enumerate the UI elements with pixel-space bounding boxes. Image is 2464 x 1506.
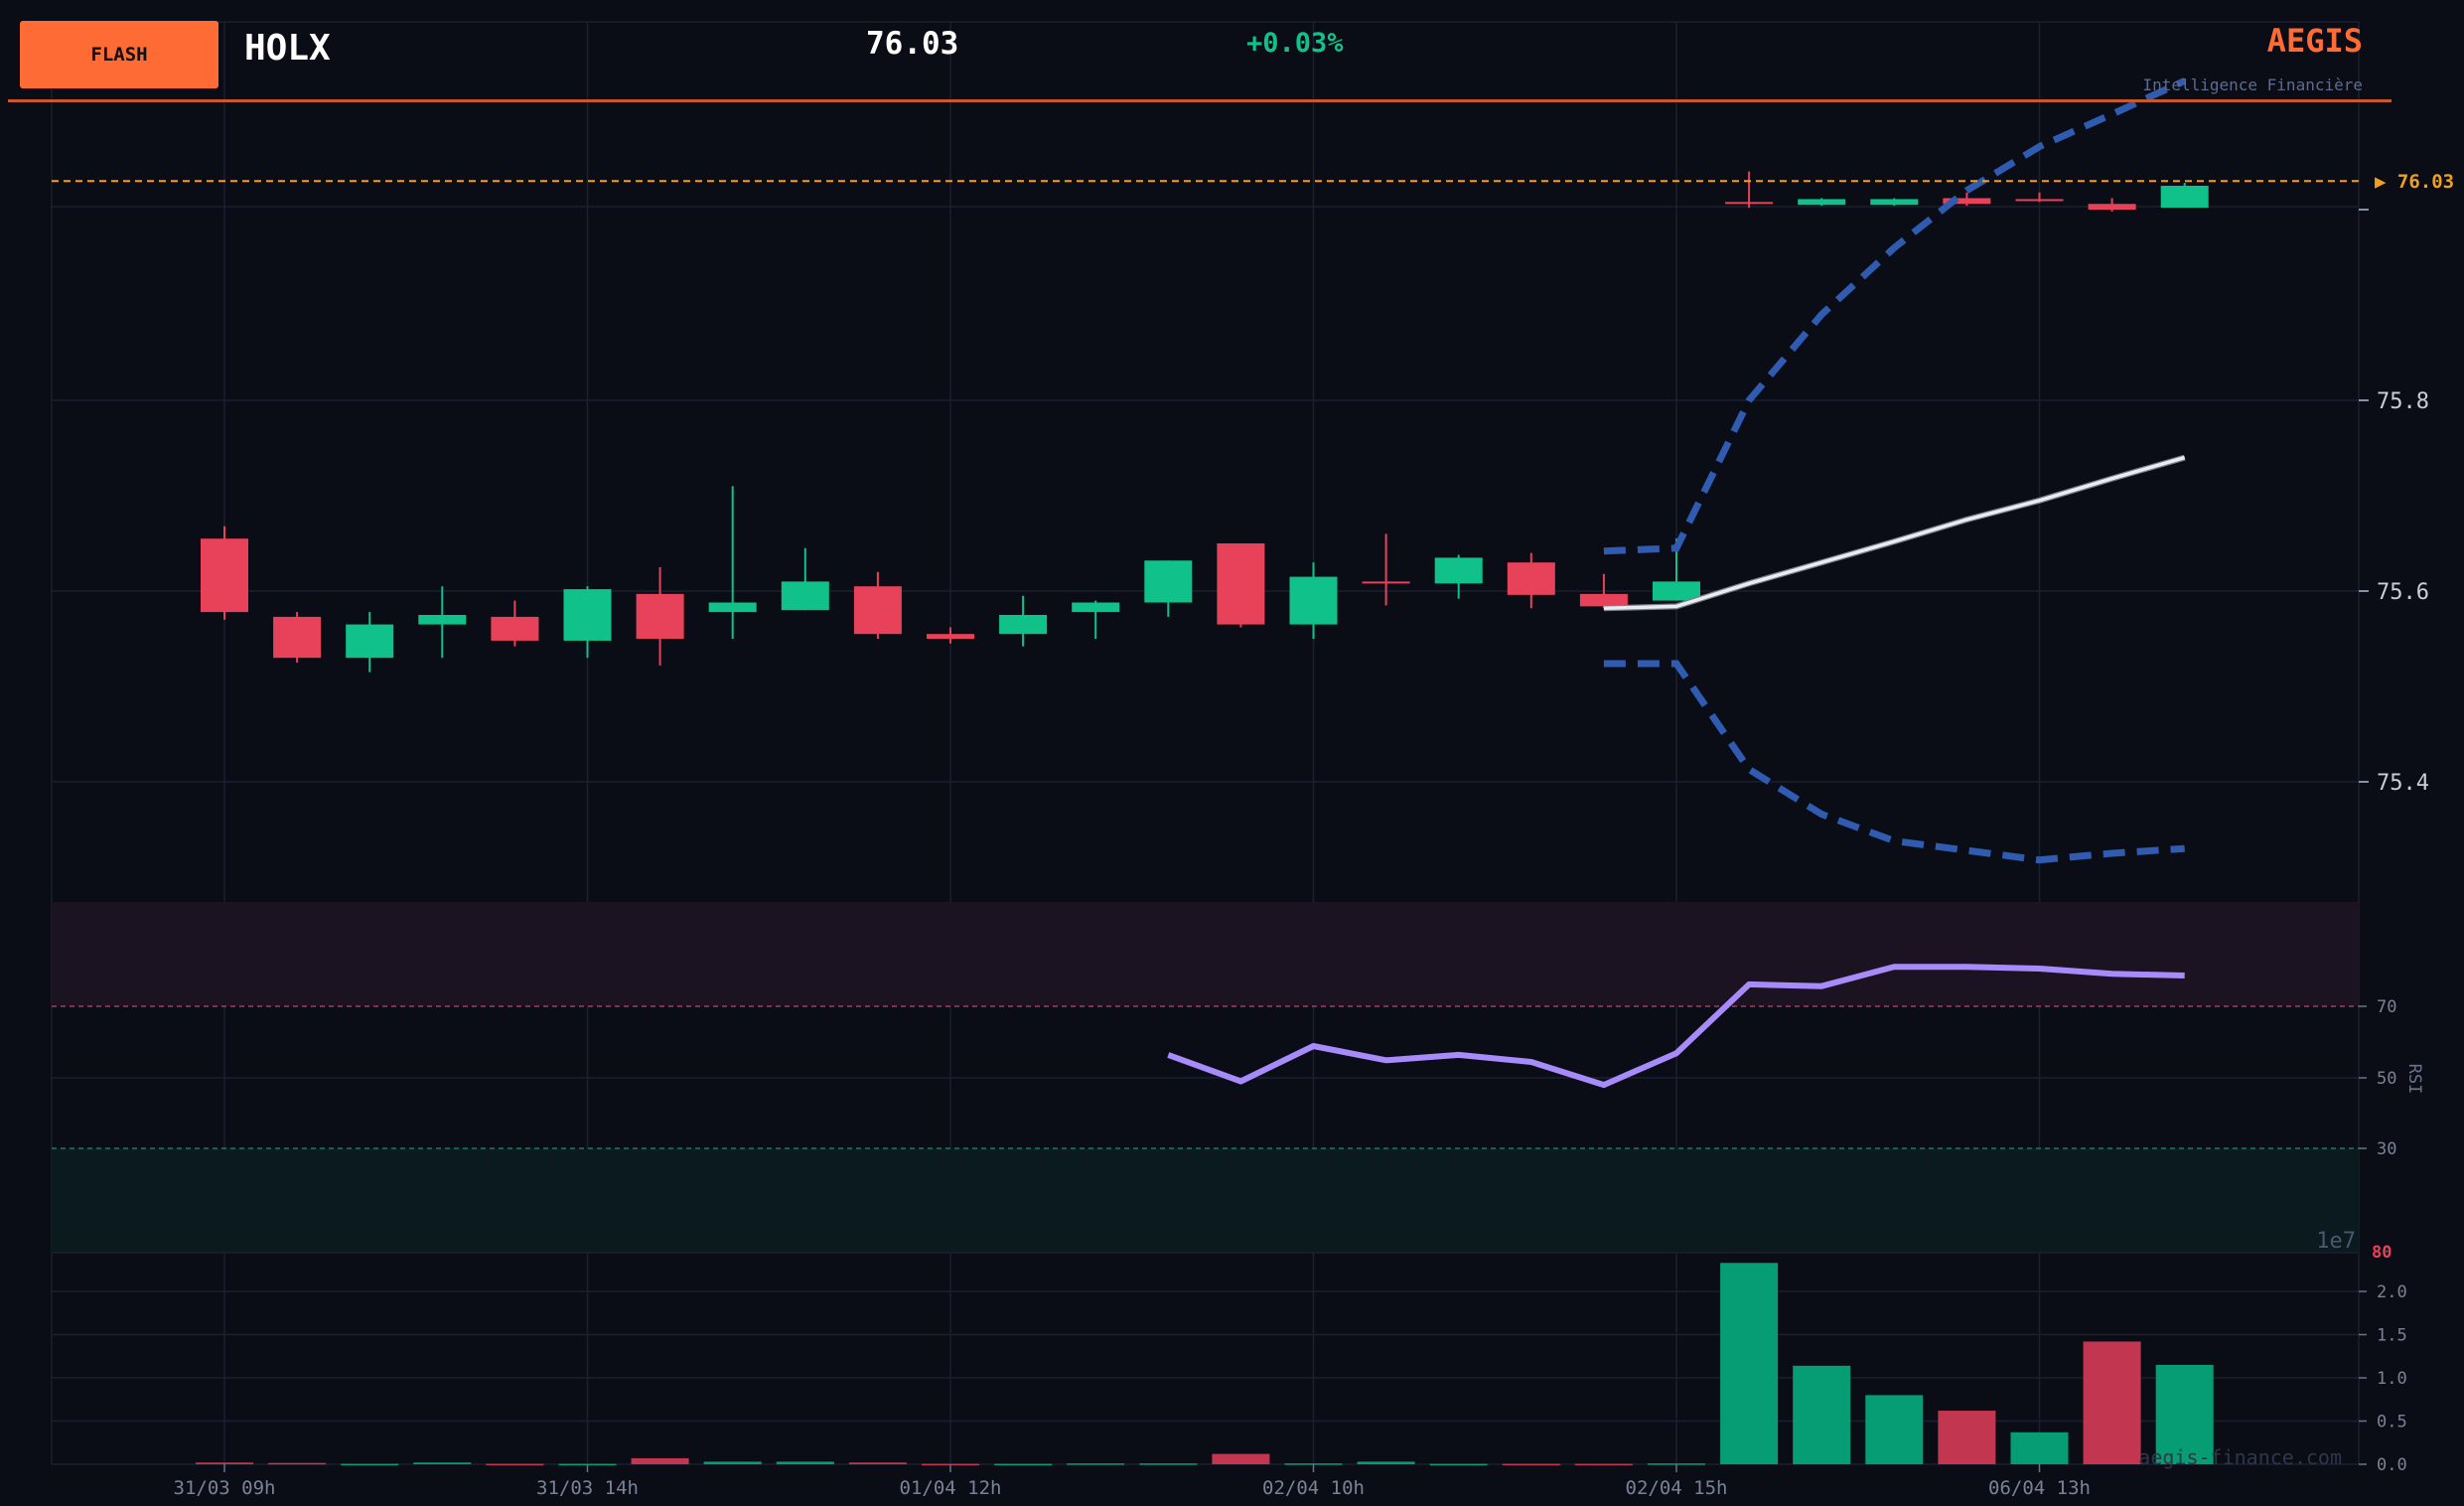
x-tick-label: 01/04 12h xyxy=(900,1477,1002,1499)
volume-bar xyxy=(1502,1463,1560,1466)
candlestick-series xyxy=(201,171,2209,673)
axis-labels: 75.4 75.6 75.8 30 50 70 RSI 80 0.0 0.5 1.0 1.5 2.0 1e… xyxy=(174,209,2429,1499)
volume-bar xyxy=(268,1462,327,1465)
volume-tick-label: 0.5 xyxy=(2377,1413,2407,1432)
volume-panel xyxy=(52,1263,2359,1466)
volume-bar xyxy=(994,1463,1053,1466)
forecast-mid-line xyxy=(1603,455,2186,611)
candle-body xyxy=(1289,576,1338,625)
rsi-overbought-zone xyxy=(52,902,2359,1006)
candle-body xyxy=(1870,199,1919,206)
last-price-label: ▶ 76.03 xyxy=(2375,171,2454,193)
candle-body xyxy=(1579,593,1628,607)
volume-bar xyxy=(1357,1461,1415,1464)
volume-bar xyxy=(1284,1463,1343,1465)
candle-body xyxy=(563,589,612,641)
candle-body xyxy=(636,593,684,639)
volume-bar xyxy=(1429,1463,1488,1466)
volume-bar xyxy=(1793,1365,1851,1464)
price-tick-label: 75.4 xyxy=(2377,771,2429,796)
forecast-upper-line xyxy=(1603,77,2187,555)
last-price-marker: ▶ 76.03 xyxy=(52,171,2454,193)
price-tick-label: 75.6 xyxy=(2377,580,2429,605)
volume-bar xyxy=(2083,1341,2141,1464)
volume-bar xyxy=(2155,1364,2214,1464)
candle-body xyxy=(1362,581,1410,584)
volume-tick-label: 0.0 xyxy=(2377,1455,2407,1475)
volume-bar xyxy=(703,1461,762,1464)
volume-bar xyxy=(1574,1463,1633,1466)
candle-body xyxy=(1725,202,1774,205)
rsi-tick-label: 70 xyxy=(2377,997,2396,1017)
current-price: 76.03 xyxy=(866,26,959,62)
price-change: +0.03% xyxy=(1246,28,1344,59)
candle-body xyxy=(781,581,829,611)
x-tick-label: 06/04 13h xyxy=(1988,1477,2091,1499)
volume-bar xyxy=(776,1461,834,1464)
candle-body xyxy=(2088,204,2136,210)
candle-body xyxy=(1434,557,1483,584)
volume-tick-label: 1.0 xyxy=(2377,1369,2407,1389)
candle-body xyxy=(1072,602,1120,613)
rsi-axis-label: RSI xyxy=(2404,1064,2424,1095)
candle-body xyxy=(201,538,248,613)
volume-bar xyxy=(2010,1431,2069,1464)
rsi-tick-label: 50 xyxy=(2377,1069,2396,1089)
volume-tick-label: 2.0 xyxy=(2377,1282,2407,1302)
candle-body xyxy=(999,615,1048,635)
volume-bar xyxy=(1720,1263,1779,1464)
forecast-cone xyxy=(1603,77,2187,864)
candle-body xyxy=(1507,562,1555,595)
candle-body xyxy=(708,602,757,613)
volume-bar xyxy=(413,1462,472,1464)
watermark: aegis-finance.com xyxy=(2138,1445,2342,1469)
rsi-oversold-zone xyxy=(52,1148,2359,1253)
x-tick-label: 31/03 09h xyxy=(174,1477,276,1499)
candle-body xyxy=(853,586,902,635)
volume-bar xyxy=(1212,1453,1270,1464)
price-tick-label: 75.8 xyxy=(2377,389,2429,414)
volume-tick-label: 1.5 xyxy=(2377,1326,2407,1346)
candle-body xyxy=(1943,198,1991,205)
candle-body xyxy=(927,634,974,639)
volume-bar xyxy=(631,1457,689,1464)
rsi-tick-label: 30 xyxy=(2377,1139,2396,1159)
x-tick-label: 31/03 14h xyxy=(536,1477,639,1499)
flash-badge: FLASH xyxy=(20,21,218,88)
candle-body xyxy=(2160,186,2209,209)
volume-bar xyxy=(1067,1463,1125,1465)
rsi-line xyxy=(1167,964,2185,1089)
x-tick-label: 02/04 10h xyxy=(1262,1477,1365,1499)
x-tick-label: 02/04 15h xyxy=(1626,1477,1728,1499)
volume-scale-label: 1e7 xyxy=(2316,1229,2356,1254)
brand-tagline: Intelligence Financière xyxy=(2142,75,2363,94)
volume-bar xyxy=(341,1463,399,1466)
candle-body xyxy=(2015,199,2064,202)
header-divider xyxy=(8,99,2392,102)
volume-bar xyxy=(196,1462,253,1464)
volume-bar xyxy=(848,1462,907,1464)
candle-body xyxy=(273,616,322,659)
candle-body xyxy=(1653,581,1700,601)
grid-lines xyxy=(51,21,2360,1464)
brand-logo-text: AEGIS xyxy=(2266,22,2363,60)
volume-bar xyxy=(1139,1463,1198,1465)
volume-bar xyxy=(1938,1411,1996,1464)
candle-body xyxy=(1144,560,1193,603)
rsi-overbought-label: 80 xyxy=(2372,1243,2392,1263)
candle-body xyxy=(491,616,539,641)
rsi-zones xyxy=(52,902,2359,1254)
candle-body xyxy=(346,624,394,659)
volume-bar xyxy=(1865,1395,1924,1464)
volume-bar xyxy=(486,1463,544,1466)
ticker-symbol: HOLX xyxy=(244,28,331,69)
rsi-panel xyxy=(1167,964,2185,1089)
candle-body xyxy=(418,615,467,625)
forecast-lower-line xyxy=(1603,660,2185,864)
candle-body xyxy=(1217,543,1265,625)
volume-bar xyxy=(1648,1463,1705,1465)
candle-body xyxy=(1798,199,1846,206)
